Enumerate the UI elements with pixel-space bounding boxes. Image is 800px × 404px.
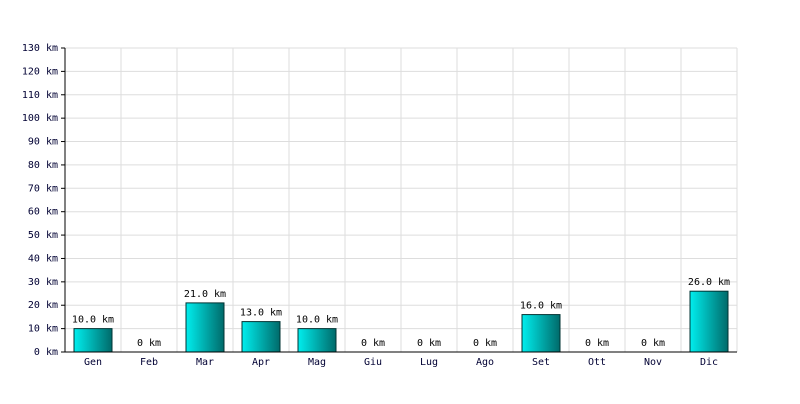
bar <box>241 321 281 353</box>
bar <box>73 328 113 353</box>
x-tick-label: Mag <box>308 357 326 368</box>
x-tick-label: Nov <box>644 357 662 368</box>
bar <box>297 328 337 353</box>
y-tick-label: 70 km <box>28 183 58 194</box>
x-tick-label: Lug <box>420 357 438 368</box>
value-label: 0 km <box>585 338 609 349</box>
y-tick-label: 40 km <box>28 253 58 264</box>
value-label: 16.0 km <box>520 301 562 312</box>
y-tick-label: 110 km <box>22 90 58 101</box>
value-label: 26.0 km <box>688 277 730 288</box>
value-label: 10.0 km <box>296 315 338 326</box>
y-tick-label: 80 km <box>28 160 58 171</box>
bar <box>521 314 561 353</box>
y-tick-label: 90 km <box>28 137 58 148</box>
x-tick-label: Gen <box>84 357 102 368</box>
bar <box>185 302 225 353</box>
value-label: 21.0 km <box>184 289 226 300</box>
x-tick-label: Feb <box>140 357 158 368</box>
x-tick-label: Dic <box>700 357 718 368</box>
x-tick-label: Ott <box>588 357 606 368</box>
y-tick-label: 130 km <box>22 43 58 54</box>
y-tick-label: 0 km <box>34 347 58 358</box>
y-tick-label: 50 km <box>28 230 58 241</box>
x-tick-label: Giu <box>364 357 382 368</box>
y-tick-label: 60 km <box>28 207 58 218</box>
value-label: 13.0 km <box>240 308 282 319</box>
y-tick-label: 100 km <box>22 113 58 124</box>
bar <box>689 290 729 353</box>
value-label: 0 km <box>137 338 161 349</box>
y-tick-label: 30 km <box>28 277 58 288</box>
x-tick-label: Apr <box>252 357 270 368</box>
x-tick-label: Ago <box>476 357 494 368</box>
value-label: 0 km <box>473 338 497 349</box>
y-tick-label: 20 km <box>28 300 58 311</box>
value-label: 0 km <box>641 338 665 349</box>
value-label: 0 km <box>417 338 441 349</box>
x-tick-label: Mar <box>196 357 214 368</box>
y-tick-label: 10 km <box>28 324 58 335</box>
y-tick-label: 120 km <box>22 66 58 77</box>
value-label: 10.0 km <box>72 315 114 326</box>
x-tick-label: Set <box>532 357 550 368</box>
value-label: 0 km <box>361 338 385 349</box>
